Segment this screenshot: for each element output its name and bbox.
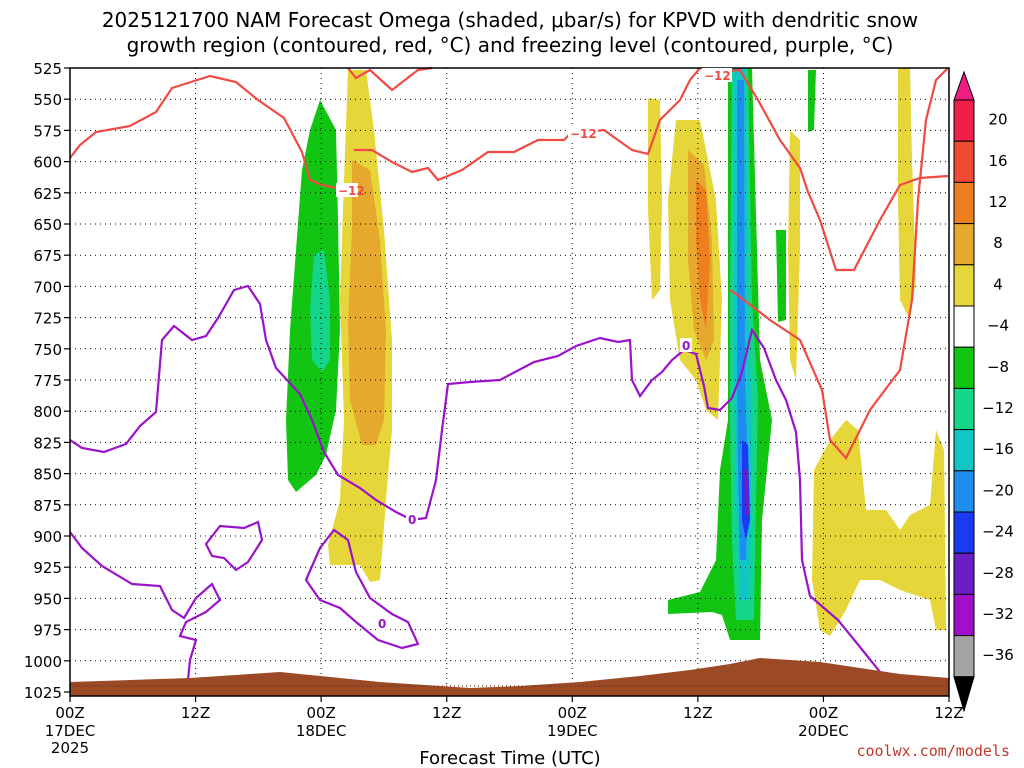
colorbar-label: −8 xyxy=(987,358,1009,376)
omega-band-yellow-19dec-left xyxy=(648,98,662,300)
colorbar-swatch xyxy=(953,140,975,183)
y-tick-label: 900 xyxy=(33,528,62,546)
colorbar-label: 20 xyxy=(988,111,1007,129)
y-tick-label: 650 xyxy=(33,216,62,234)
colorbar-label: −28 xyxy=(982,564,1014,582)
colorbar-swatch xyxy=(953,181,975,225)
y-tick-label: 875 xyxy=(33,497,62,515)
colorbar-swatch xyxy=(953,223,975,266)
colorbar-label: −24 xyxy=(982,523,1014,541)
y-tick-label: 525 xyxy=(33,60,62,78)
dgz-label-2: −12 xyxy=(570,127,597,141)
omega-band-yellow-20dec-top xyxy=(898,68,916,320)
colorbar-label: −12 xyxy=(982,399,1014,417)
dgz-contour-minus12 xyxy=(69,66,949,460)
y-tick-label: 700 xyxy=(33,278,62,296)
x-tick-time-label: 00Z xyxy=(558,704,587,722)
y-tick-label: 1000 xyxy=(24,653,62,671)
terrain xyxy=(70,658,949,696)
omega-band-orange-19dec-core xyxy=(696,180,710,330)
plot-border xyxy=(69,67,950,697)
y-tick-label: 725 xyxy=(33,310,62,328)
dgz-label-3: −12 xyxy=(704,69,731,83)
colorbar-label: 16 xyxy=(988,152,1007,170)
y-tick-label: 800 xyxy=(33,403,62,421)
x-axis-label: Forecast Time (UTC) xyxy=(419,748,600,768)
colorbar-swatch xyxy=(953,429,975,472)
y-tick-label: 850 xyxy=(33,466,62,484)
x-tick-time-label: 12Z xyxy=(683,704,712,722)
omega-shading xyxy=(286,68,946,640)
omega-band-teal-18dec xyxy=(310,250,330,372)
colorbar-swatch xyxy=(953,635,975,678)
omega-column-purple xyxy=(744,470,749,515)
x-tick-time-label: 00Z xyxy=(55,704,84,722)
omega-column-green-right xyxy=(776,70,816,322)
omega-band-orange-18dec xyxy=(348,160,386,445)
x-tick-date-label: 17DEC xyxy=(45,722,96,740)
y-tick-label: 950 xyxy=(33,590,62,608)
colorbar-swatch xyxy=(953,593,975,637)
dgz-label-1: −12 xyxy=(338,184,365,198)
y-tick-label: 825 xyxy=(33,434,62,452)
colorbar-label: 4 xyxy=(993,275,1003,293)
y-tick-label: 1025 xyxy=(24,684,62,702)
colorbar-label: 12 xyxy=(988,193,1007,211)
x-tick-date-label: 19DEC xyxy=(547,722,598,740)
colorbar-label: −20 xyxy=(982,481,1014,499)
plot-area xyxy=(69,66,950,697)
colorbar-swatch xyxy=(953,305,975,348)
freezing-label-2: 0 xyxy=(682,339,690,353)
y-tick-label: 925 xyxy=(33,559,62,577)
colorbar-swatch xyxy=(953,552,975,595)
colorbar: 20 16 12 8 4 −4 −8 −12 −16 −20 −24 −28 −32 −36 xyxy=(953,70,1014,713)
x-tick-year-label: 2025 xyxy=(51,739,89,757)
chart-title-line-2: growth region (contoured, red, °C) and f… xyxy=(127,33,894,57)
colorbar-label: −36 xyxy=(982,646,1014,664)
y-tick-label: 975 xyxy=(33,622,62,640)
x-tick-date-label: 18DEC xyxy=(296,722,347,740)
omega-band-yellow-20dec-mid xyxy=(788,130,800,380)
colorbar-swatch xyxy=(953,470,975,513)
colorbar-label: 8 xyxy=(993,234,1003,252)
colorbar-swatch xyxy=(953,387,975,431)
x-tick-time-label: 12Z xyxy=(181,704,210,722)
x-tick-date-label: 20DEC xyxy=(798,722,849,740)
freezing-label-1: 0 xyxy=(408,513,416,527)
y-tick-label: 675 xyxy=(33,247,62,265)
colorbar-swatch xyxy=(953,99,975,142)
colorbar-label: −4 xyxy=(987,317,1009,335)
y-tick-label: 575 xyxy=(33,122,62,140)
x-tick-time-label: 12Z xyxy=(432,704,461,722)
x-tick-time-label: 00Z xyxy=(306,704,335,722)
contour-labels: −12 −12 −12 0 0 0 xyxy=(336,68,732,631)
freezing-contour-0 xyxy=(69,284,881,681)
y-tick-label: 775 xyxy=(33,372,62,390)
y-tick-label: 550 xyxy=(33,91,62,109)
x-tick-time-label: 12Z xyxy=(934,704,963,722)
colorbar-label: −32 xyxy=(982,605,1014,623)
colorbar-label: −16 xyxy=(982,440,1014,458)
credit-text: coolwx.com/models xyxy=(856,742,1010,760)
x-tick-time-label: 00Z xyxy=(809,704,838,722)
omega-column-blue xyxy=(737,80,748,560)
colorbar-bottom-arrow xyxy=(953,676,975,713)
freezing-label-3: 0 xyxy=(378,617,386,631)
colorbar-swatch xyxy=(953,346,975,389)
colorbar-top-arrow xyxy=(953,70,975,101)
y-tick-label: 625 xyxy=(33,185,62,203)
colorbar-swatch xyxy=(953,264,975,307)
chart-title-line-1: 2025121700 NAM Forecast Omega (shaded, μ… xyxy=(102,8,918,32)
y-axis: 525 550 575 600 625 650 675 700 725 750 775 800 825 8… xyxy=(24,60,70,702)
colorbar-swatch xyxy=(953,511,975,554)
y-tick-label: 600 xyxy=(33,154,62,172)
y-tick-label: 750 xyxy=(33,341,62,359)
